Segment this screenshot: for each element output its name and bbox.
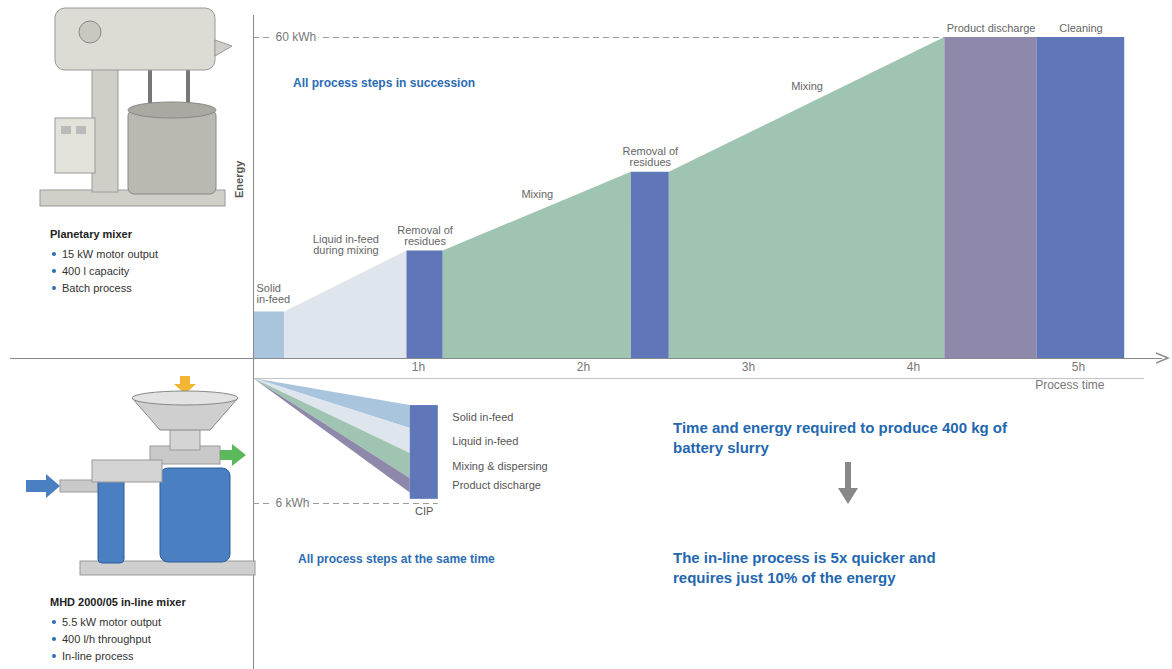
svg-text:Solidin-feed: Solidin-feed [257, 282, 291, 305]
svg-text:Liquid in-feed: Liquid in-feed [452, 435, 518, 447]
svg-text:Solid in-feed: Solid in-feed [452, 411, 513, 423]
html-text:All process steps at the same: All process steps at the same time [298, 552, 495, 566]
svg-text:Liquid in-feedduring mixing: Liquid in-feedduring mixing [313, 233, 379, 256]
svg-text:3h: 3h [742, 360, 755, 374]
html-text:400 l capacity: 400 l capacity [62, 265, 130, 277]
html-text:All process steps in successio: All process steps in succession [293, 76, 476, 90]
svg-text:2h: 2h [577, 360, 590, 374]
html-text:400 l/h throughput: 400 l/h throughput [62, 633, 151, 645]
svg-text:Product discharge: Product discharge [947, 22, 1036, 34]
svg-text:6 kWh: 6 kWh [276, 496, 310, 510]
svg-text:Product discharge: Product discharge [452, 479, 541, 491]
html-text:MHD 2000/05 in-line mixer: MHD 2000/05 in-line mixer [50, 596, 186, 608]
svg-text:Mixing: Mixing [791, 80, 823, 92]
svg-text:Energy: Energy [233, 160, 245, 198]
html-text:Batch process: Batch process [62, 282, 132, 294]
svg-text:4h: 4h [907, 360, 920, 374]
svg-text:Cleaning: Cleaning [1059, 22, 1102, 34]
svg-text:5h: 5h [1072, 360, 1085, 374]
html-text:Time and energy required to pr: Time and energy required to produce 400 … [673, 419, 1007, 456]
html-text:5.5 kW motor output: 5.5 kW motor output [62, 616, 161, 628]
html-text:In-line process: In-line process [62, 650, 134, 662]
svg-text:Removal ofresidues: Removal ofresidues [623, 145, 680, 168]
svg-text:Removal ofresidues: Removal ofresidues [397, 224, 454, 247]
html-text:The in-line process is 5x quic: The in-line process is 5x quicker and re… [673, 549, 936, 586]
svg-text:Mixing: Mixing [521, 188, 553, 200]
svg-text:Process time: Process time [1035, 378, 1105, 392]
html-text:15 kW motor output: 15 kW motor output [62, 248, 158, 260]
html-text:Planetary mixer: Planetary mixer [50, 228, 132, 240]
svg-text:60 kWh: 60 kWh [276, 30, 317, 44]
svg-text:CIP: CIP [415, 505, 433, 517]
svg-text:1h: 1h [412, 360, 425, 374]
svg-text:Mixing & dispersing: Mixing & dispersing [452, 460, 547, 472]
